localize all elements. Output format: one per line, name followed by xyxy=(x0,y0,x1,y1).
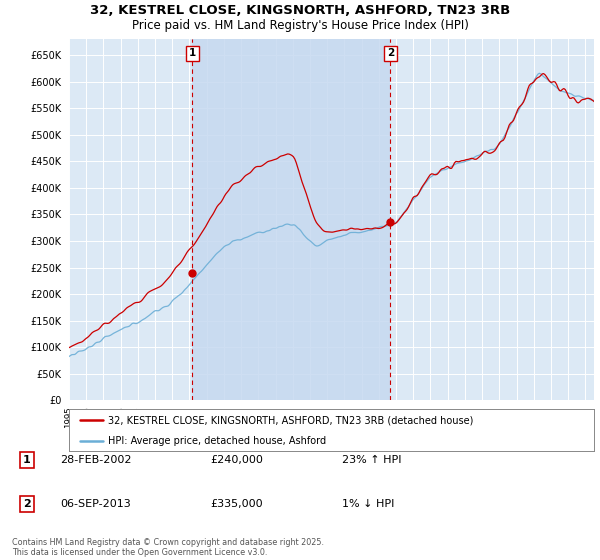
Text: Contains HM Land Registry data © Crown copyright and database right 2025.
This d: Contains HM Land Registry data © Crown c… xyxy=(12,538,324,557)
Text: HPI: Average price, detached house, Ashford: HPI: Average price, detached house, Ashf… xyxy=(109,436,326,446)
Text: £240,000: £240,000 xyxy=(210,455,263,465)
Text: £335,000: £335,000 xyxy=(210,499,263,509)
Text: 23% ↑ HPI: 23% ↑ HPI xyxy=(342,455,401,465)
Text: 06-SEP-2013: 06-SEP-2013 xyxy=(60,499,131,509)
Text: 1: 1 xyxy=(188,48,196,58)
Text: 32, KESTREL CLOSE, KINGSNORTH, ASHFORD, TN23 3RB (detached house): 32, KESTREL CLOSE, KINGSNORTH, ASHFORD, … xyxy=(109,415,474,425)
Text: 1% ↓ HPI: 1% ↓ HPI xyxy=(342,499,394,509)
Text: 32, KESTREL CLOSE, KINGSNORTH, ASHFORD, TN23 3RB: 32, KESTREL CLOSE, KINGSNORTH, ASHFORD, … xyxy=(90,4,510,17)
Text: 28-FEB-2002: 28-FEB-2002 xyxy=(60,455,131,465)
Text: 2: 2 xyxy=(23,499,31,509)
Text: 1: 1 xyxy=(23,455,31,465)
Text: 2: 2 xyxy=(387,48,394,58)
Bar xyxy=(192,39,391,400)
Text: Price paid vs. HM Land Registry's House Price Index (HPI): Price paid vs. HM Land Registry's House … xyxy=(131,19,469,32)
